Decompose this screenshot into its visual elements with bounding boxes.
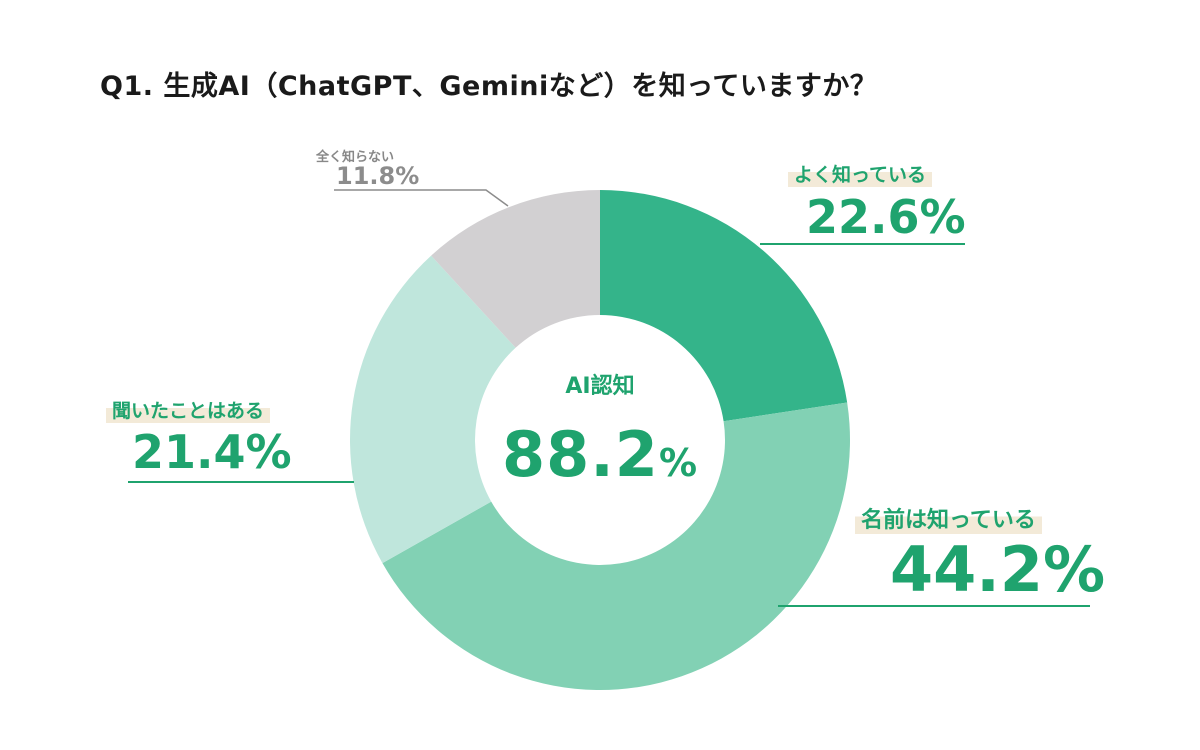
label-well-known: よく知っている: [788, 160, 933, 187]
label-heard: 聞いたことはある: [106, 396, 271, 423]
segment-name-known: [382, 402, 851, 691]
segment-heard: [350, 255, 516, 564]
center-value: 88.2%: [470, 418, 730, 491]
center-label: AI認知: [565, 374, 635, 399]
category-label: 聞いたことはある: [106, 396, 271, 423]
center-unit: %: [658, 441, 699, 485]
chart-title: Q1. 生成AI（ChatGPT、Geminiなど）を知っていますか？: [100, 71, 878, 102]
center-number: 88.2: [501, 418, 659, 491]
category-label: 全く知らない: [316, 150, 395, 165]
value-name-known: 44.2%: [890, 533, 1106, 606]
segment-unknown: [431, 190, 600, 348]
label-unknown: 全く知らない: [316, 146, 394, 165]
value-unknown: 11.8%: [336, 162, 420, 190]
value-well-known: 22.6%: [806, 190, 966, 244]
category-label: よく知っている: [788, 160, 933, 187]
value-heard: 21.4%: [132, 425, 292, 479]
segment-well-known: [600, 190, 848, 422]
leader-line-unknown: [334, 189, 509, 207]
category-label: 名前は知っている: [855, 502, 1042, 534]
label-name-known: 名前は知っている: [855, 502, 1042, 534]
